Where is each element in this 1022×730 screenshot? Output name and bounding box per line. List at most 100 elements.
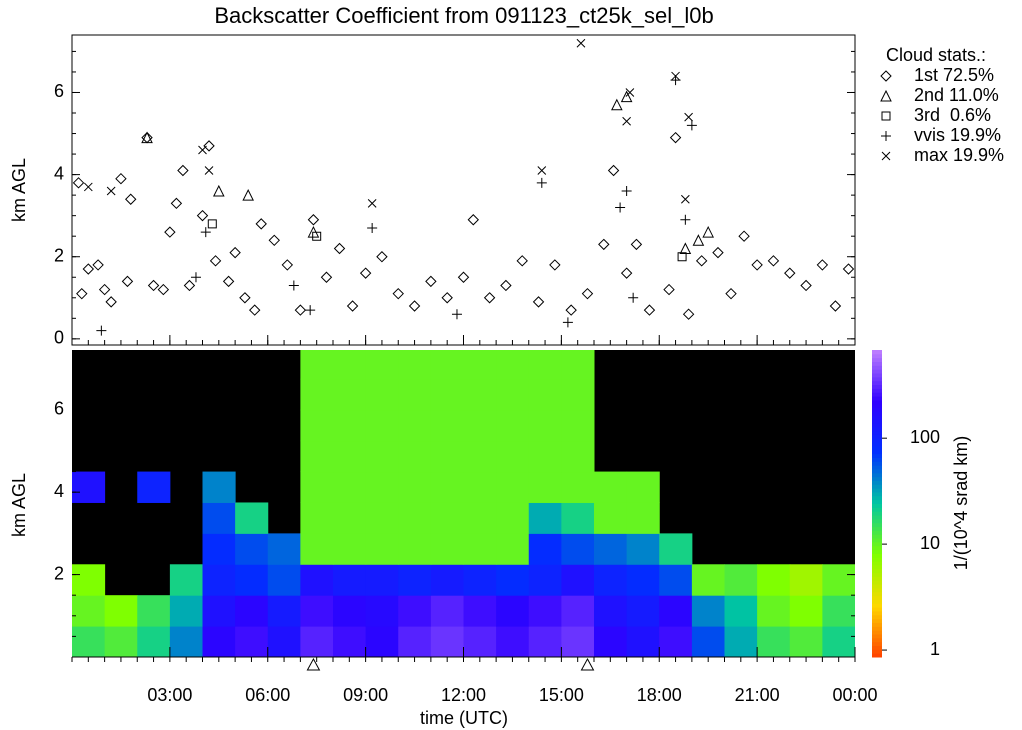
data-point [213, 184, 225, 197]
heatmap-cell [137, 595, 171, 627]
data-point [467, 214, 479, 226]
heatmap-cell [822, 564, 855, 596]
y-axis-label: km AGL [9, 473, 29, 537]
data-point [281, 259, 294, 271]
data-point [98, 283, 111, 296]
heatmap-cell [202, 533, 236, 565]
data-point [607, 164, 620, 177]
heatmap-cell [365, 564, 399, 596]
colorbar-step [872, 445, 882, 451]
heatmap-cell [561, 440, 595, 473]
heatmap-cell [235, 564, 269, 596]
heatmap-cell [398, 378, 432, 411]
colorbar-step [872, 488, 882, 493]
y-tick-label: 4 [54, 481, 64, 501]
heatmap-cell [626, 626, 660, 657]
colorbar-step [872, 503, 882, 508]
heatmap-cell [72, 564, 106, 596]
heatmap-cell [463, 533, 497, 565]
heatmap-cell [333, 471, 367, 503]
heatmap-cell [333, 502, 367, 534]
heatmap-cell [104, 626, 138, 657]
heatmap [72, 350, 855, 657]
data-point [376, 251, 388, 263]
data-point [671, 71, 680, 81]
heatmap-cell [430, 564, 464, 596]
data-point [598, 238, 610, 251]
heatmap-cell [398, 409, 432, 442]
heatmap-cell [235, 502, 269, 534]
colorbar-step [872, 587, 882, 593]
heatmap-cell [463, 626, 497, 657]
colorbar-step [872, 419, 882, 424]
colorbar-step [872, 610, 882, 616]
x-tick-label: 09:00 [343, 685, 388, 705]
heatmap-cell [528, 533, 562, 565]
colorbar-step [872, 633, 882, 639]
heatmap-cell [72, 595, 106, 627]
data-point [842, 263, 855, 275]
data-point [125, 193, 137, 205]
colorbar-tick-label: 10 [920, 533, 940, 553]
data-point [457, 271, 470, 283]
data-point [307, 214, 320, 226]
heatmap-cell [202, 626, 236, 657]
colorbar-step [872, 622, 882, 627]
heatmap-cell [528, 595, 562, 627]
heatmap-cell [365, 626, 399, 657]
colorbar-step [872, 637, 882, 643]
heatmap-cell [300, 440, 334, 473]
heatmap-cell [528, 440, 562, 473]
heatmap-cell [496, 440, 530, 473]
heatmap-cell [104, 595, 138, 627]
heatmap-cell [561, 502, 595, 534]
heatmap-cell [496, 409, 530, 442]
colorbar-step [872, 607, 882, 612]
colorbar-step [872, 580, 882, 585]
data-point [576, 38, 586, 48]
heatmap-cell [398, 350, 432, 380]
data-point [320, 271, 333, 283]
data-point [164, 226, 176, 238]
colorbar-step [872, 561, 882, 566]
data-point [200, 227, 211, 238]
heatmap-cell [398, 471, 432, 503]
data-point [83, 182, 93, 192]
heatmap-cell [333, 533, 367, 565]
x-tick-label: 06:00 [245, 685, 290, 705]
data-point [255, 218, 267, 230]
colorbar-step [872, 384, 882, 389]
x-tick-label: 00:00 [832, 685, 877, 705]
heatmap-cell [496, 533, 530, 565]
colorbar-step [872, 426, 882, 432]
data-point [312, 231, 322, 241]
data-point [628, 292, 639, 303]
heatmap-cell [789, 564, 823, 596]
heatmap-cell [528, 471, 562, 503]
colorbar-step [872, 591, 882, 597]
data-point [625, 88, 635, 97]
chart-title: Backscatter Coefficient from 091123_ct25… [214, 3, 713, 28]
heatmap-cell [822, 626, 855, 657]
colorbar-step [872, 392, 882, 397]
heatmap-cell [594, 533, 628, 565]
heatmap-cell [365, 502, 399, 534]
colorbar-step [872, 564, 882, 570]
data-point [620, 90, 633, 103]
data-point [196, 209, 209, 222]
colorbar-step [872, 422, 882, 428]
y-tick-label: 2 [54, 563, 64, 583]
colorbar-step [872, 499, 882, 504]
heatmap-cell [365, 409, 399, 442]
legend-label: vvis 19.9% [914, 125, 1001, 145]
data-point [751, 259, 763, 271]
heatmap-cell [789, 626, 823, 657]
data-point [190, 272, 201, 283]
heatmap-cell [365, 595, 399, 627]
heatmap-cell [691, 564, 725, 596]
heatmap-cell [430, 471, 464, 503]
data-point [800, 279, 812, 292]
data-point [682, 308, 695, 320]
colorbar-tick-label: 100 [910, 427, 940, 447]
